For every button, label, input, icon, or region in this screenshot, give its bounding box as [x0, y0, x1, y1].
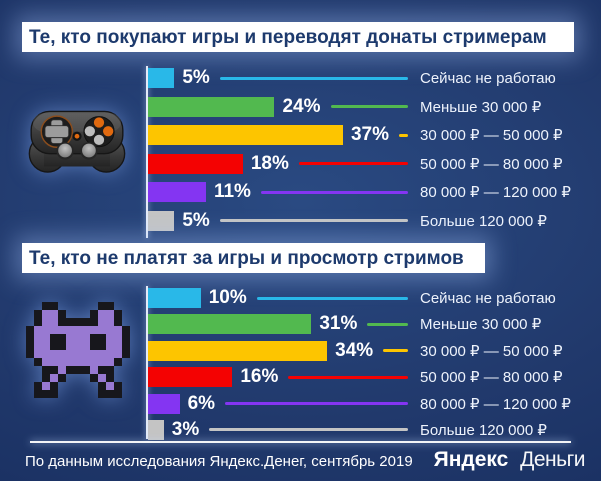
chart1-title: Те, кто покупают игры и переводят донаты… — [22, 22, 574, 52]
bar — [148, 393, 180, 414]
bar — [148, 125, 343, 146]
bar-value-label: 6% — [187, 392, 216, 414]
bar-row: 37% 30 000 ₽ — 50 000 ₽ — [148, 124, 583, 146]
leader-line — [260, 190, 408, 194]
bar-value-label: 24% — [282, 95, 321, 117]
category-label: Меньше 30 000 ₽ — [420, 316, 542, 334]
category-label: 80 000 ₽ — 120 000 ₽ — [420, 395, 571, 413]
space-invader-icon — [26, 300, 130, 405]
bar-value-label: 18% — [250, 152, 289, 174]
bar — [148, 419, 164, 440]
footer-divider — [30, 441, 571, 443]
bar-row: 6% 80 000 ₽ — 120 000 ₽ — [148, 392, 583, 414]
source-note: По данным исследования Яндекс.Денег, сен… — [25, 453, 413, 470]
category-label: Сейчас не работаю — [420, 289, 556, 307]
bar-row: 11% 80 000 ₽ — 120 000 ₽ — [148, 181, 583, 203]
leader-line — [256, 296, 408, 300]
bar-row: 24% Меньше 30 000 ₽ — [148, 95, 583, 117]
category-label: 30 000 ₽ — 50 000 ₽ — [420, 342, 563, 360]
bar-row: 31% Меньше 30 000 ₽ — [148, 313, 583, 335]
bar — [148, 314, 312, 335]
chart2-title: Те, кто не платят за игры и просмотр стр… — [22, 243, 485, 273]
leader-line — [219, 219, 408, 223]
bar-value-label: 11% — [213, 181, 251, 203]
bar-value-label: 3% — [171, 418, 200, 440]
logo-word-dengi: Деньги — [520, 448, 585, 471]
category-label: Сейчас не работаю — [420, 69, 556, 87]
category-label: Больше 120 000 ₽ — [420, 421, 547, 439]
leader-line — [383, 349, 408, 353]
bar-value-label: 34% — [335, 339, 374, 361]
bar-value-label: 31% — [319, 313, 358, 335]
bar — [148, 288, 201, 308]
leader-line — [225, 402, 408, 406]
bar — [148, 68, 175, 88]
leader-line — [209, 428, 408, 432]
logo-word-yandex: Яндекс — [433, 448, 509, 471]
bar — [148, 210, 175, 231]
bar-value-label: 5% — [182, 67, 210, 88]
chart2-axis-line — [146, 286, 148, 439]
bar-row: 18% 50 000 ₽ — 80 000 ₽ — [148, 152, 583, 174]
bar-row: 3% Больше 120 000 ₽ — [148, 418, 583, 440]
bar-value-label: 37% — [350, 124, 390, 146]
gamepad-icon — [22, 84, 132, 199]
bar-row: 16% 50 000 ₽ — 80 000 ₽ — [148, 366, 583, 388]
bar-row: 34% 30 000 ₽ — 50 000 ₽ — [148, 339, 583, 361]
category-label: 50 000 ₽ — 80 000 ₽ — [420, 155, 563, 173]
chart-rows-1: 5% Сейчас не работаю 24% Меньше 30 000 ₽ 37%… — [148, 67, 583, 231]
leader-line — [288, 375, 408, 379]
bar-row: 10% Сейчас не работаю — [148, 287, 583, 308]
leader-line — [330, 105, 408, 109]
category-label: 30 000 ₽ — 50 000 ₽ — [420, 127, 563, 145]
category-label: Больше 120 000 ₽ — [420, 212, 547, 230]
bar — [148, 367, 233, 388]
bar-value-label: 16% — [240, 366, 279, 388]
yandex-money-logo: Яндекс Деньги — [433, 448, 586, 472]
category-label: 80 000 ₽ — 120 000 ₽ — [420, 184, 571, 202]
bar — [148, 153, 243, 174]
category-label: 50 000 ₽ — 80 000 ₽ — [420, 369, 563, 387]
leader-line — [219, 76, 408, 80]
chart1-axis-line — [146, 66, 148, 238]
bar-value-label: 10% — [208, 287, 247, 308]
bar-row: 5% Сейчас не работаю — [148, 67, 583, 88]
leader-line — [399, 133, 408, 137]
bar — [148, 96, 275, 117]
bar — [148, 182, 206, 203]
bar-value-label: 5% — [182, 209, 210, 231]
chart-rows-2: 10% Сейчас не работаю 31% Меньше 30 000 ₽ 34… — [148, 287, 583, 440]
leader-line — [367, 322, 408, 326]
leader-line — [298, 162, 408, 166]
bar — [148, 340, 328, 361]
bar-row: 5% Больше 120 000 ₽ — [148, 209, 583, 231]
category-label: Меньше 30 000 ₽ — [420, 98, 542, 116]
